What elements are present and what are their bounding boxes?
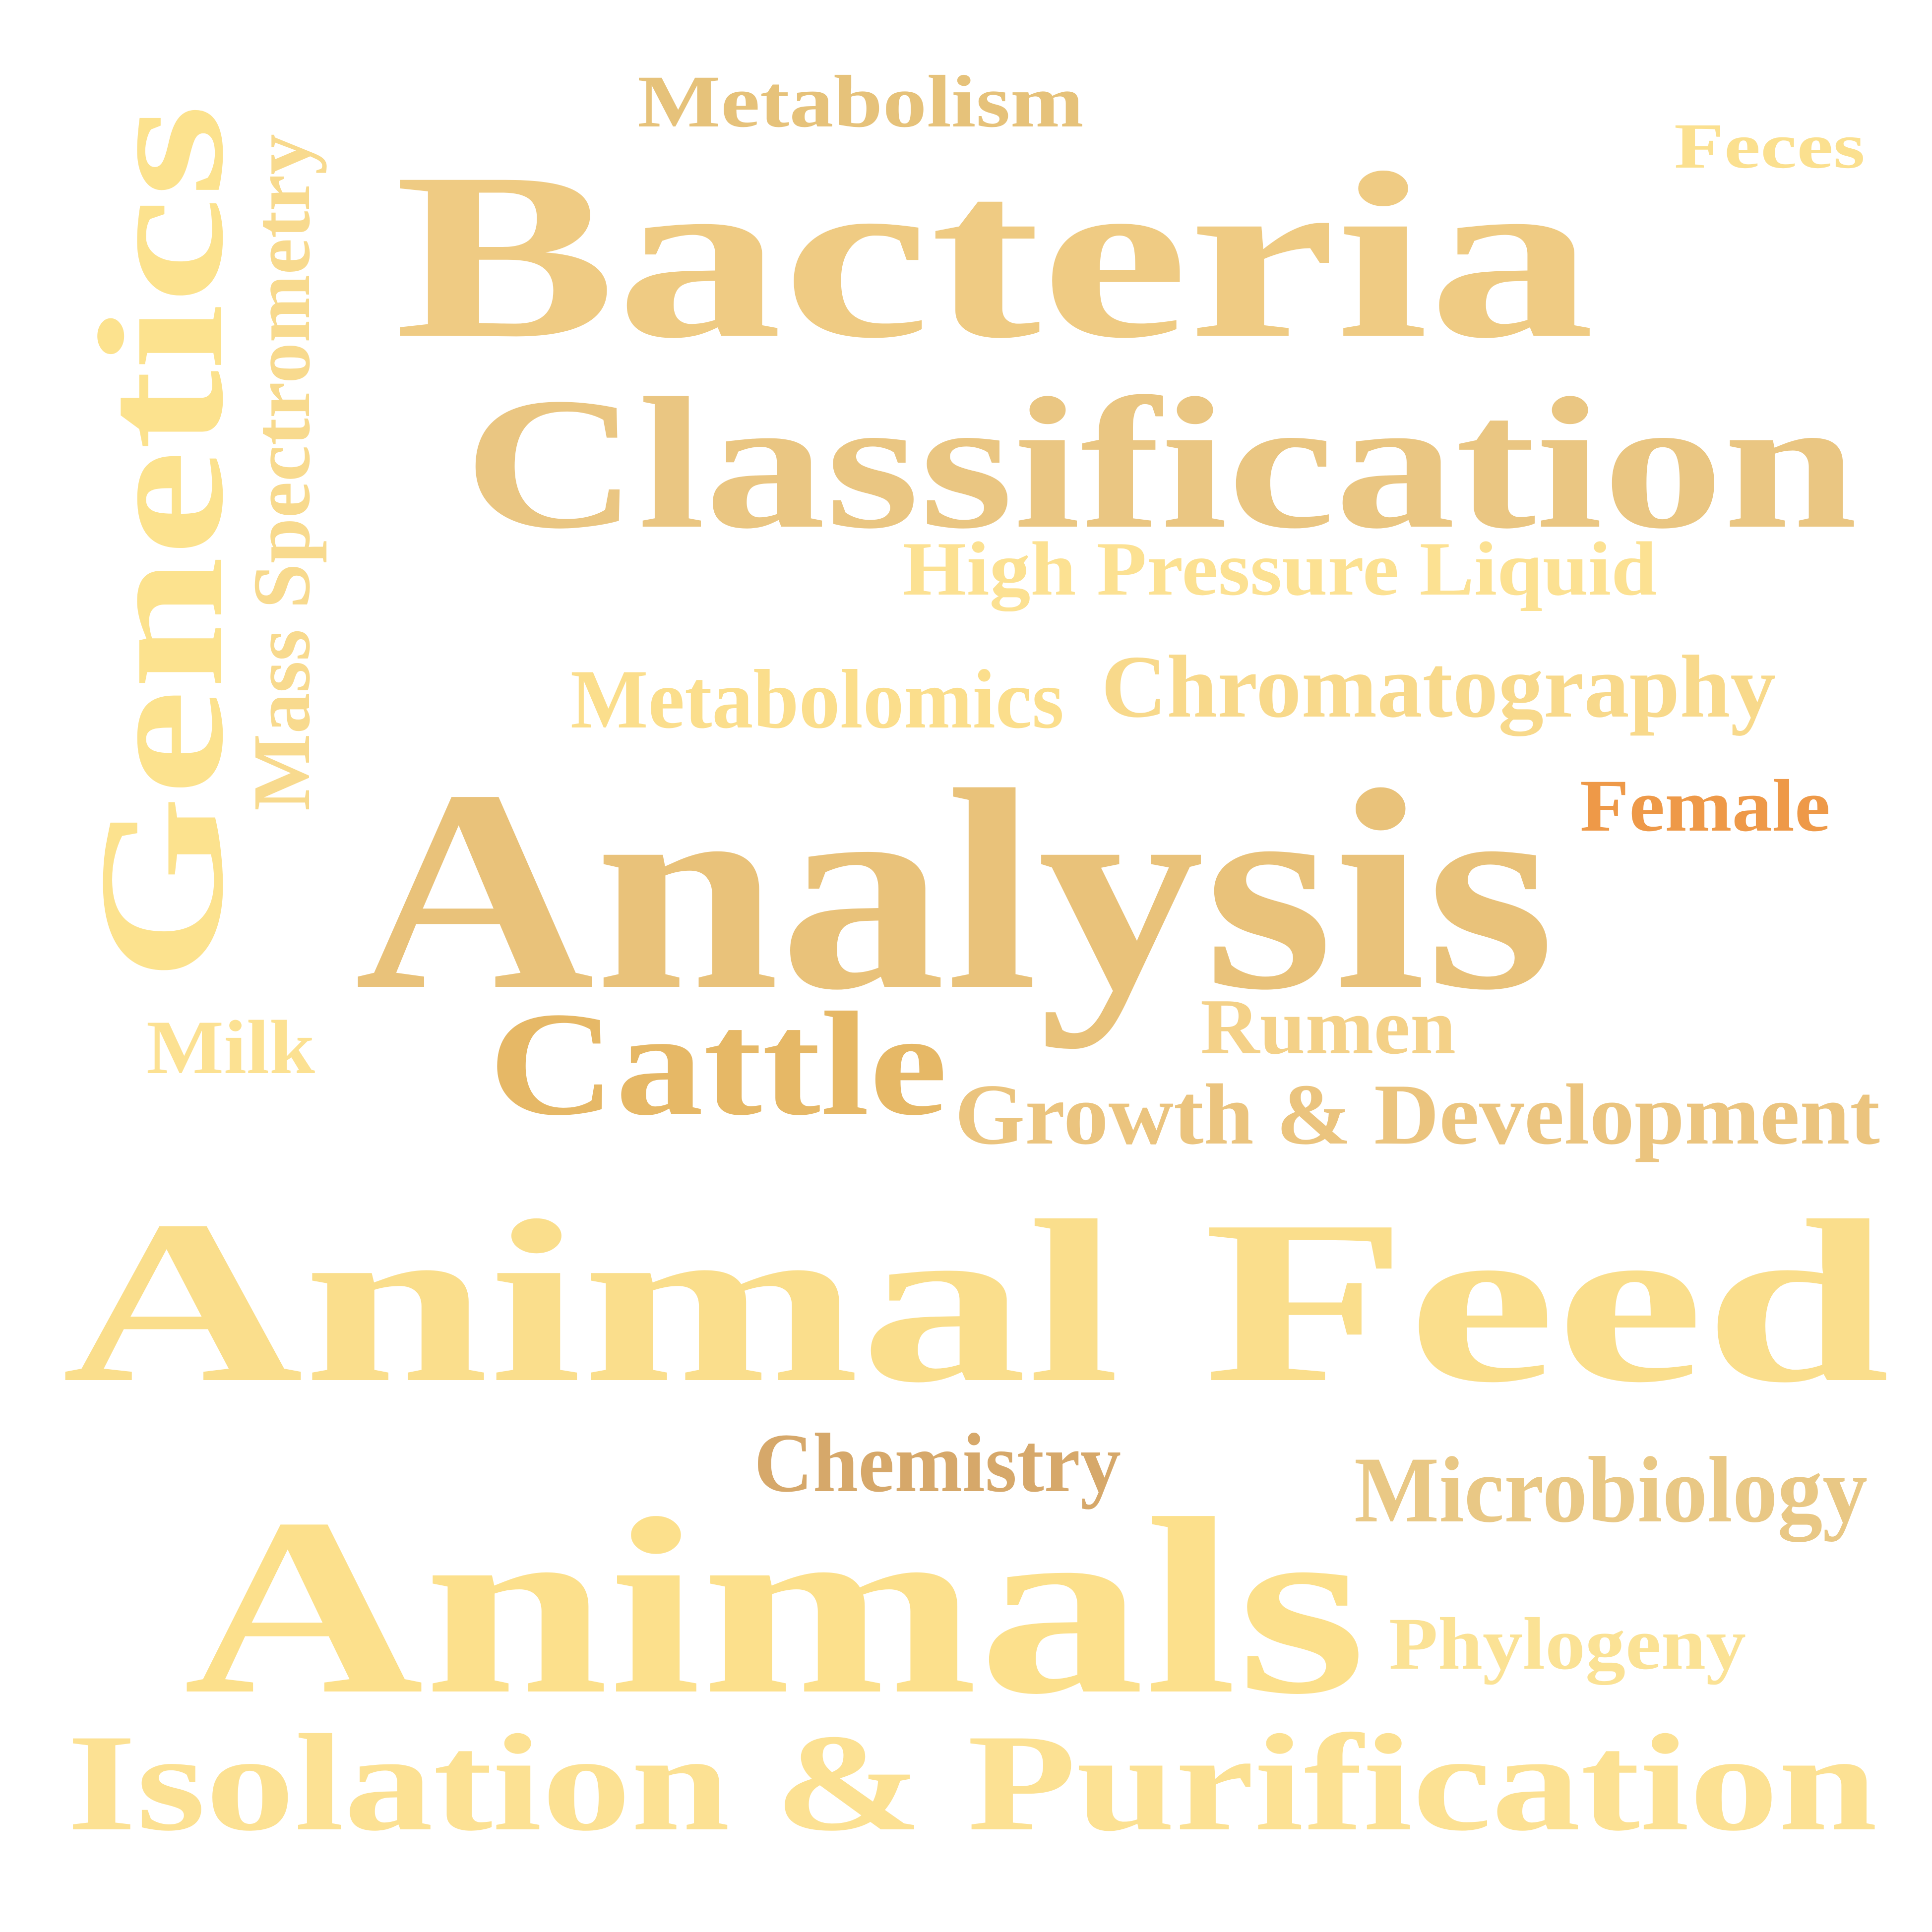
word-microbiology: Microbiology <box>1354 1438 1868 1542</box>
word-chemistry: Chemistry <box>754 1416 1121 1509</box>
word-classification: Classification <box>464 359 1858 568</box>
word-cattle: Cattle <box>489 981 947 1146</box>
word-animals: Animals <box>184 1467 1367 1747</box>
word-phylogeny: Phylogeny <box>1389 1603 1746 1685</box>
word-growth-development: Growth & Development <box>955 1066 1880 1162</box>
word-bacteria: Bacteria <box>394 123 1595 387</box>
word-genetics: Genetics <box>62 104 260 982</box>
word-chromatography: Chromatography <box>1101 637 1776 736</box>
word-animal-feed: Animal Feed <box>62 1172 1890 1431</box>
word-rumen: Rumen <box>1200 982 1456 1071</box>
word-metabolomics: Metabolomics <box>570 653 1064 746</box>
word-high-pressure-liquid: High Pressure Liquid <box>903 526 1657 611</box>
word-female: Female <box>1580 765 1830 847</box>
word-milk: Milk <box>146 1005 315 1090</box>
word-analysis: Analysis <box>355 731 1556 1049</box>
word-mass-spectrometry: Mass Spectrometry <box>236 134 327 811</box>
word-metabolism: Metabolism <box>637 60 1084 143</box>
word-feces: Feces <box>1674 111 1866 182</box>
word-isolation-purification: Isolation & Purification <box>67 1705 1877 1860</box>
